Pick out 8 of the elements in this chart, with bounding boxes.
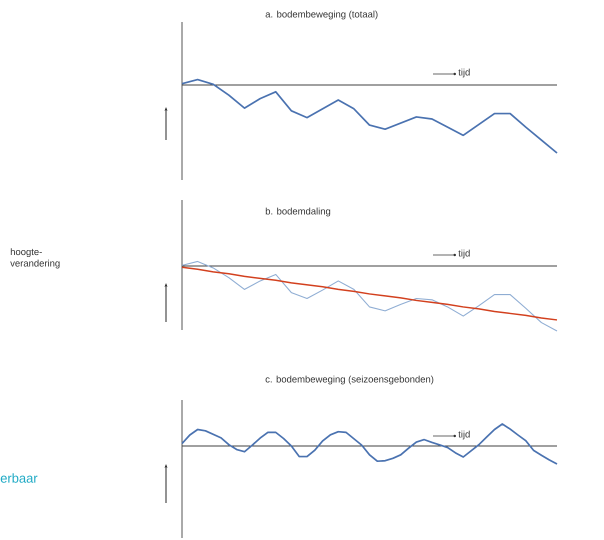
annotation: tijd	[458, 430, 470, 440]
text: tijd	[458, 250, 470, 258]
text: erbaar	[0, 473, 38, 483]
text: tijd	[458, 68, 470, 78]
chart-title: a. bodembeweging (totaal)	[266, 10, 378, 20]
chart-title: c. bodembeweging (seizoensgebonden)	[266, 376, 434, 384]
y-axis-title: hoogte-verandering	[10, 248, 60, 268]
chart-title: b. bodemdaling	[266, 208, 330, 216]
